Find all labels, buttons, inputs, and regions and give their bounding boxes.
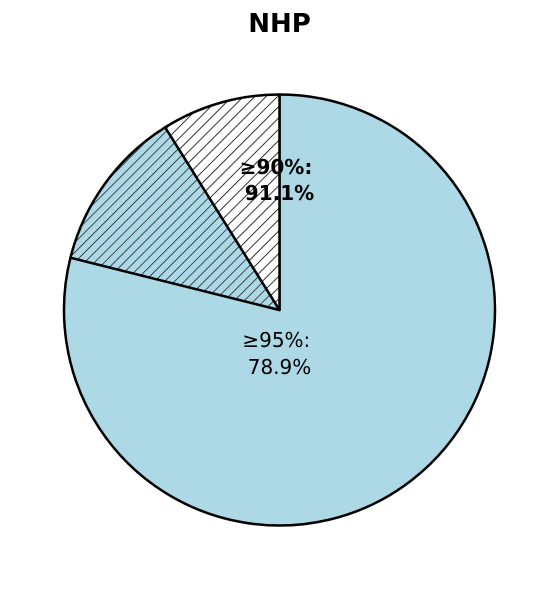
slice-label-95: ≥95%: 78.9% — [242, 328, 316, 379]
pie-slice-95-edge — [62, 93, 497, 527]
pie-slice-90-95 — [69, 126, 281, 312]
slice-label-90: ≥90%: 91.1% — [240, 155, 320, 205]
pie-slice-below-90-hatch — [165, 94, 280, 310]
pie-slice-90-95-edge — [69, 126, 281, 312]
slice-label-95-line2: 78.9% — [248, 355, 312, 379]
pie-slice-90-95-hatch — [70, 127, 280, 310]
slice-label-90-line2: 91.1% — [245, 181, 314, 205]
pie-slice-below-90 — [163, 93, 281, 312]
pie-slices — [62, 93, 497, 527]
chart-title: NHP — [248, 9, 311, 39]
slice-label-95-line1: ≥95%: — [242, 328, 310, 352]
pie-slice-below-90-edge — [163, 93, 281, 312]
slice-label-90-line1: ≥90%: — [240, 155, 313, 179]
